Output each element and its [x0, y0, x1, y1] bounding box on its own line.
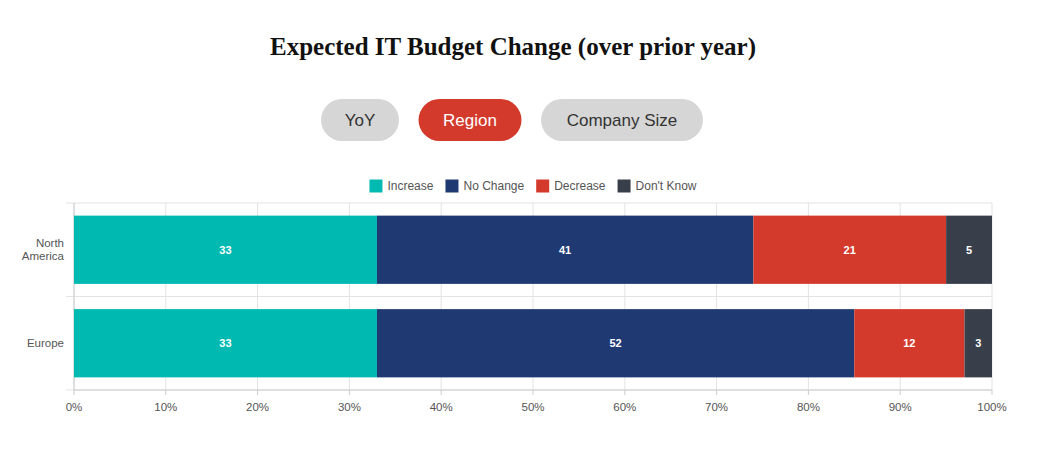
category-grid-line	[66, 203, 992, 204]
bar-segment	[74, 309, 377, 377]
legend-item: No Change	[445, 179, 524, 193]
category-grid-line	[66, 296, 992, 297]
legend-label: Decrease	[554, 179, 606, 193]
title: Expected IT Budget Change (over prior ye…	[270, 33, 756, 61]
legend-label: Increase	[387, 179, 433, 193]
data-labels: 33 33 41 52 21 12 5 3	[219, 244, 981, 350]
tab-label[interactable]: Region	[443, 111, 497, 130]
category-label: NorthAmerica	[22, 237, 65, 262]
x-tick-label: 30%	[338, 401, 361, 413]
x-tick	[74, 390, 75, 395]
grid	[66, 203, 992, 390]
bar-segment	[946, 216, 992, 284]
x-tick	[441, 390, 442, 395]
data-label: 3	[975, 337, 981, 349]
bar-segment	[753, 216, 946, 284]
data-label: 21	[844, 244, 856, 256]
legend-swatch	[369, 180, 382, 193]
legend-item: Don't Know	[618, 179, 697, 193]
legend-label: No Change	[463, 179, 524, 193]
chart-root: Expected IT Budget Change (over prior ye…	[0, 0, 1053, 458]
tab-label[interactable]: Company Size	[567, 111, 678, 130]
bar-segment	[377, 309, 854, 377]
bar-segment	[377, 216, 753, 284]
x-tick	[165, 390, 166, 395]
legend-swatch	[536, 180, 549, 193]
bar-segment	[74, 216, 377, 284]
legend-swatch	[618, 180, 631, 193]
x-tick-label: 70%	[705, 401, 728, 413]
tab-label[interactable]: YoY	[345, 111, 376, 130]
tab-button[interactable]: Company Size	[541, 99, 703, 141]
legend-item: Decrease	[536, 179, 606, 193]
x-tick-label: 20%	[246, 401, 269, 413]
x-tick-label: 50%	[521, 401, 544, 413]
x-tick-label: 60%	[613, 401, 636, 413]
legend: Increase No Change Decrease Don't Know	[369, 179, 696, 193]
tab-button[interactable]: Region	[419, 99, 522, 141]
category-grid-line	[66, 390, 992, 391]
tab-background[interactable]	[419, 99, 522, 141]
x-tick-label: 10%	[154, 401, 177, 413]
x-tick	[992, 390, 993, 395]
data-label: 5	[966, 244, 972, 256]
data-label: 12	[903, 337, 915, 349]
data-label: 52	[609, 337, 621, 349]
tab-background[interactable]	[321, 99, 399, 141]
data-label: 33	[219, 337, 231, 349]
legend-label: Don't Know	[636, 179, 697, 193]
data-label: 41	[559, 244, 571, 256]
chart-svg: Expected IT Budget Change (over prior ye…	[0, 0, 1053, 458]
bar-segment	[854, 309, 964, 377]
x-tick	[716, 390, 717, 395]
x-tick	[533, 390, 534, 395]
legend-swatch	[445, 180, 458, 193]
tab-button[interactable]: YoY	[321, 99, 399, 141]
x-tick-label: 90%	[889, 401, 912, 413]
legend-item: Increase	[369, 179, 433, 193]
category-label: Europe	[27, 337, 64, 349]
x-tick	[624, 390, 625, 395]
tab-background[interactable]	[541, 99, 703, 141]
x-tick-label: 40%	[430, 401, 453, 413]
bars	[74, 216, 992, 378]
x-tick-label: 0%	[66, 401, 83, 413]
x-tick-label: 80%	[797, 401, 820, 413]
x-tick	[257, 390, 258, 395]
x-tick-label: 100%	[977, 401, 1006, 413]
bar-segment	[964, 309, 992, 377]
data-label: 33	[219, 244, 231, 256]
x-tick	[808, 390, 809, 395]
x-tick	[349, 390, 350, 395]
x-tick	[900, 390, 901, 395]
